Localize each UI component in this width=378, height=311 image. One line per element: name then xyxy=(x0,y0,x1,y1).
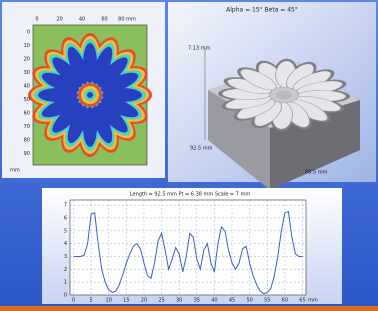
y-tick-label: 7 xyxy=(64,203,67,209)
height-label: 7.13 mm xyxy=(188,46,211,52)
x-tick-label: 5 xyxy=(90,298,93,304)
y-tick-label: 6 xyxy=(64,215,67,221)
flower-center xyxy=(87,92,93,98)
screenshot: Alpha = 15° Beta = 45° 7.13 mm 92.5 mm 8… xyxy=(0,0,378,311)
map-y-tick: 0 xyxy=(27,30,30,36)
map-x-tick: 80 mm xyxy=(118,17,136,23)
x-tick-label: 65 xyxy=(299,298,305,304)
x-tick-label: 20 xyxy=(141,298,147,304)
map-y-tick: 70 xyxy=(24,124,30,130)
map-x-tick: 20 xyxy=(56,17,62,23)
x-tick-label: 45 xyxy=(229,298,235,304)
map-x-tick: 0 xyxy=(35,17,38,23)
map-y-tick: 40 xyxy=(24,84,30,90)
y-tick-label: 1 xyxy=(64,280,67,286)
right-label: 88.5 mm xyxy=(305,170,328,176)
map-y-unit: mm xyxy=(10,168,20,174)
x-tick-label: 35 xyxy=(194,298,200,304)
x-unit: mm xyxy=(308,298,318,304)
map-y-tick: 90 xyxy=(24,151,30,157)
x-tick-label: 25 xyxy=(158,298,164,304)
x-tick-label: 50 xyxy=(246,298,252,304)
map-x-tick: 40 xyxy=(79,17,85,23)
map-x-tick: 60 xyxy=(101,17,107,23)
map-y-tick: 20 xyxy=(24,57,30,63)
x-tick-label: 10 xyxy=(106,298,112,304)
map-y-tick: 30 xyxy=(24,70,30,76)
bottom-bar xyxy=(0,306,378,311)
x-tick-label: 40 xyxy=(211,298,217,304)
map-y-tick: 10 xyxy=(24,43,30,49)
flower-map xyxy=(28,33,153,158)
left-label: 92.5 mm xyxy=(190,146,213,152)
x-tick-label: 0 xyxy=(72,298,75,304)
y-tick-label: 0 xyxy=(64,293,67,299)
x-tick-label: 55 xyxy=(264,298,270,304)
x-tick-label: 60 xyxy=(282,298,288,304)
y-tick-label: 5 xyxy=(64,228,67,234)
y-tick-label: 4 xyxy=(64,241,67,247)
x-tick-label: 15 xyxy=(123,298,129,304)
page: {"map": {"top_ticks": ["0", "20", "40", … xyxy=(0,0,378,311)
x-tick-label: 30 xyxy=(176,298,182,304)
y-tick-label: 2 xyxy=(64,267,67,273)
map-y-tick: 80 xyxy=(24,138,30,144)
map-y-tick: 60 xyxy=(24,111,30,117)
view3d-caption: Alpha = 15° Beta = 45° xyxy=(226,7,298,14)
map-y-tick: 50 xyxy=(24,97,30,103)
chart-title: Length = 92.5 mm Pt = 6.38 mm Scale = 7 … xyxy=(130,192,251,198)
y-tick-label: 3 xyxy=(64,254,67,260)
